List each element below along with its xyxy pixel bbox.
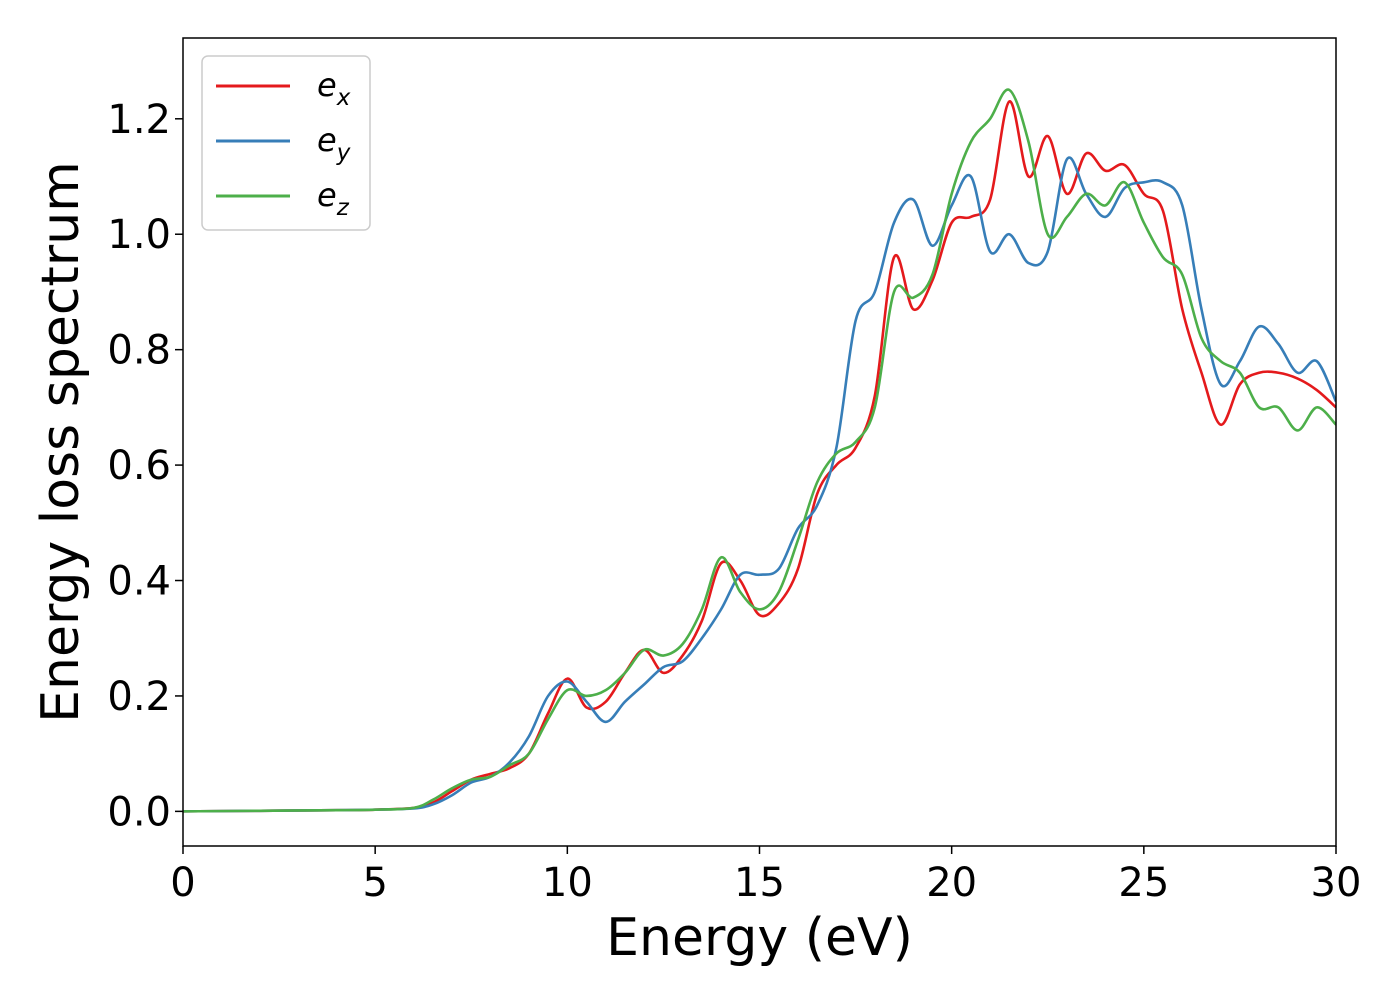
legend-label-subscript: y: [336, 140, 351, 166]
x-tick-label: 10: [542, 860, 593, 906]
series-layer: [183, 88, 1336, 813]
x-tick-label: 30: [1311, 860, 1362, 906]
y-tick-label: 0.2: [107, 674, 171, 720]
x-tick-label: 25: [1118, 860, 1169, 906]
series-line-ez: [183, 88, 1336, 813]
legend-label-base: e: [317, 176, 337, 214]
series-line-ex: [183, 100, 1336, 813]
x-tick-label: 15: [734, 860, 785, 906]
x-tick-label: 0: [170, 860, 195, 906]
y-tick-label: 0.4: [107, 559, 171, 605]
legend-label-ey: ey: [317, 121, 351, 166]
y-tick-label: 1.0: [107, 212, 171, 258]
x-axis-title: Energy (eV): [606, 908, 913, 968]
legend-label-subscript: z: [336, 195, 350, 221]
legend-label-subscript: x: [336, 85, 351, 111]
legend-label-base: e: [317, 121, 337, 159]
x-tick-label: 20: [926, 860, 977, 906]
y-tick-label: 1.2: [107, 97, 171, 143]
x-axis: 0 5 10 15 20 25 30: [170, 846, 1361, 906]
y-axis-title: Energy loss spectrum: [31, 161, 91, 723]
x-tick-label: 5: [362, 860, 387, 906]
y-axis: 0.0 0.2 0.4 0.6 0.8 1.0 1.2: [107, 97, 183, 835]
y-tick-label: 0.6: [107, 443, 171, 489]
legend-box: [201, 55, 371, 231]
y-tick-label: 0.0: [107, 789, 171, 835]
legend-label-ex: ex: [317, 66, 351, 111]
legend-label-ez: ez: [317, 176, 350, 221]
legend-label-base: e: [317, 66, 337, 104]
y-tick-label: 0.8: [107, 328, 171, 374]
